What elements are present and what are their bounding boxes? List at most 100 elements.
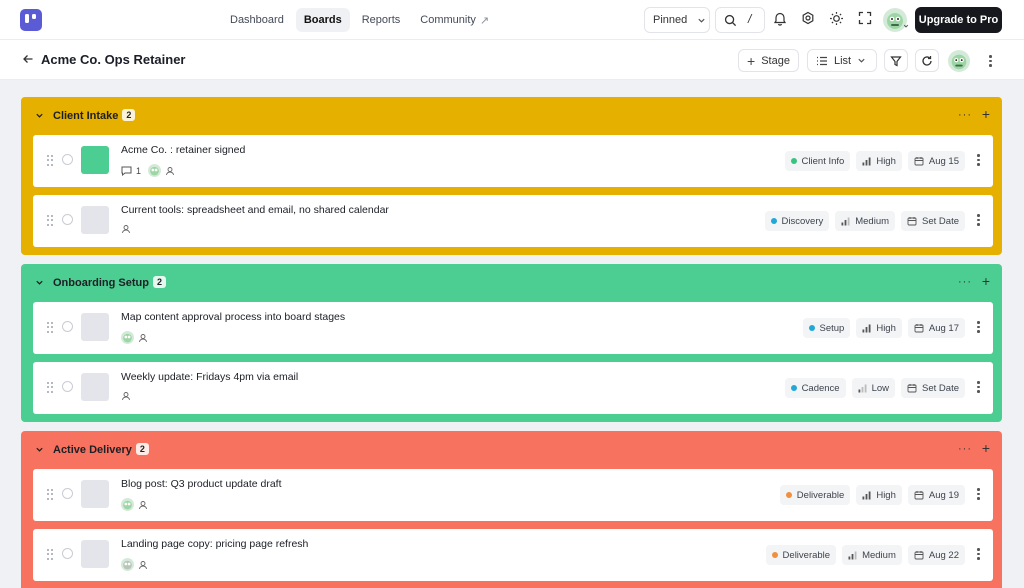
sun-icon[interactable]: [829, 11, 844, 26]
card-menu-icon[interactable]: [977, 548, 980, 560]
drag-handle-icon[interactable]: [47, 155, 54, 166]
pinned-dropdown[interactable]: Pinned: [644, 7, 710, 33]
priority-chip[interactable]: Low: [851, 378, 896, 398]
add-assignee-icon[interactable]: [138, 560, 148, 570]
nav-dashboard[interactable]: Dashboard: [230, 14, 284, 26]
tag-chip[interactable]: Deliverable: [779, 485, 851, 505]
drag-handle-icon[interactable]: [47, 489, 54, 500]
drag-handle-icon[interactable]: [47, 322, 54, 333]
date-chip[interactable]: Aug 19: [907, 485, 965, 505]
fullscreen-icon[interactable]: [858, 11, 872, 25]
nav-boards[interactable]: Boards: [295, 8, 350, 32]
complete-checkbox[interactable]: [62, 381, 73, 392]
tag-chip[interactable]: Setup: [802, 318, 851, 338]
add-assignee-icon[interactable]: [138, 333, 148, 343]
chevron-down-icon: [858, 58, 865, 63]
card-title: Weekly update: Fridays 4pm via email: [121, 371, 299, 383]
task-card[interactable]: Blog post: Q3 product update draft Deliv…: [33, 469, 993, 521]
group-title: Active Delivery: [53, 444, 132, 456]
card-title: Blog post: Q3 product update draft: [121, 478, 282, 490]
tag-chip[interactable]: Deliverable: [765, 545, 837, 565]
tag-dot: [790, 158, 797, 164]
card-meta: [121, 331, 148, 344]
priority-chip[interactable]: Medium: [835, 211, 896, 231]
drag-handle-icon[interactable]: [47, 549, 54, 560]
add-assignee-icon[interactable]: [138, 500, 148, 510]
priority-chip[interactable]: High: [856, 151, 902, 171]
more-icon[interactable]: ···: [958, 443, 972, 455]
card-meta: [121, 224, 131, 234]
more-icon[interactable]: ···: [958, 276, 972, 288]
nav-reports[interactable]: Reports: [361, 14, 401, 26]
main-nav: Dashboard Boards Reports Community ↗: [222, 8, 497, 32]
app-logo[interactable]: [20, 9, 42, 31]
drag-handle-icon[interactable]: [47, 382, 54, 393]
chevron-down-icon[interactable]: [35, 445, 44, 454]
task-card[interactable]: Current tools: spreadsheet and email, no…: [33, 195, 993, 247]
date-chip[interactable]: Aug 15: [907, 151, 965, 171]
complete-checkbox[interactable]: [62, 488, 73, 499]
card-menu-icon[interactable]: [977, 321, 980, 333]
search-icon[interactable]: [724, 14, 737, 27]
complete-checkbox[interactable]: [62, 548, 73, 559]
assignee-avatar[interactable]: [121, 331, 134, 344]
filter-button[interactable]: [884, 49, 908, 72]
assignee-avatar[interactable]: [148, 164, 162, 177]
assignee-avatar[interactable]: [121, 558, 134, 571]
group-onboarding-setup: Onboarding Setup 2 ··· + Map content appr…: [21, 264, 1002, 422]
add-stage-button[interactable]: + Stage: [738, 49, 799, 72]
nav-community[interactable]: Community ↗: [420, 14, 490, 27]
add-assignee-icon[interactable]: [121, 391, 131, 401]
board-avatar[interactable]: [948, 50, 970, 72]
view-dropdown[interactable]: List: [807, 49, 877, 72]
task-card[interactable]: Weekly update: Fridays 4pm via email Cad…: [33, 362, 993, 414]
priority-chip[interactable]: Medium: [842, 545, 902, 565]
refresh-button[interactable]: [915, 49, 939, 72]
add-assignee-icon[interactable]: [121, 224, 131, 234]
tag-chip[interactable]: Client Info: [784, 151, 851, 171]
back-arrow-icon[interactable]: [22, 53, 34, 65]
settings-icon[interactable]: [801, 11, 815, 25]
complete-checkbox[interactable]: [62, 214, 73, 225]
upgrade-button[interactable]: Upgrade to Pro: [915, 7, 1002, 33]
add-card-icon[interactable]: +: [981, 440, 990, 456]
complete-checkbox[interactable]: [62, 321, 73, 332]
add-assignee-icon[interactable]: [165, 166, 175, 176]
priority-bars-icon: [848, 551, 857, 559]
tag-chip[interactable]: Cadence: [784, 378, 846, 398]
group-header[interactable]: Active Delivery 2 ··· +: [21, 431, 1002, 469]
chevron-down-icon[interactable]: [35, 278, 44, 287]
search-group[interactable]: /: [715, 7, 765, 33]
user-avatar[interactable]: [883, 8, 907, 32]
chevron-down-icon[interactable]: [35, 111, 44, 120]
date-chip[interactable]: Set Date: [901, 211, 965, 231]
group-header[interactable]: Onboarding Setup 2 ··· +: [21, 264, 1002, 302]
tag-chip[interactable]: Discovery: [764, 211, 830, 231]
board-menu-icon[interactable]: [989, 55, 992, 67]
add-card-icon[interactable]: +: [981, 106, 990, 122]
card-menu-icon[interactable]: [977, 488, 980, 500]
task-card[interactable]: Landing page copy: pricing page refresh …: [33, 529, 993, 581]
comment-count: 1: [136, 165, 142, 176]
priority-chip[interactable]: High: [856, 318, 902, 338]
date-chip[interactable]: Aug 17: [907, 318, 965, 338]
add-card-icon[interactable]: +: [981, 273, 990, 289]
task-card[interactable]: Map content approval process into board …: [33, 302, 993, 354]
group-header[interactable]: Client Intake 2 ··· +: [21, 97, 1002, 135]
assignee-avatar[interactable]: [121, 498, 134, 511]
complete-checkbox[interactable]: [62, 154, 73, 165]
card-menu-icon[interactable]: [977, 214, 980, 226]
more-icon[interactable]: ···: [958, 109, 972, 121]
bell-icon[interactable]: [773, 11, 787, 26]
date-chip[interactable]: Aug 22: [907, 545, 965, 565]
date-chip[interactable]: Set Date: [901, 378, 965, 398]
priority-bars-icon: [862, 157, 871, 165]
group-title: Client Intake: [53, 110, 119, 122]
task-card[interactable]: Acme Co. : retainer signed 1 Client Info…: [33, 135, 993, 187]
card-menu-icon[interactable]: [977, 154, 980, 166]
card-meta: [121, 391, 131, 401]
drag-handle-icon[interactable]: [47, 215, 54, 226]
card-menu-icon[interactable]: [977, 381, 980, 393]
card-thumbnail: [81, 313, 109, 341]
priority-chip[interactable]: High: [856, 485, 902, 505]
